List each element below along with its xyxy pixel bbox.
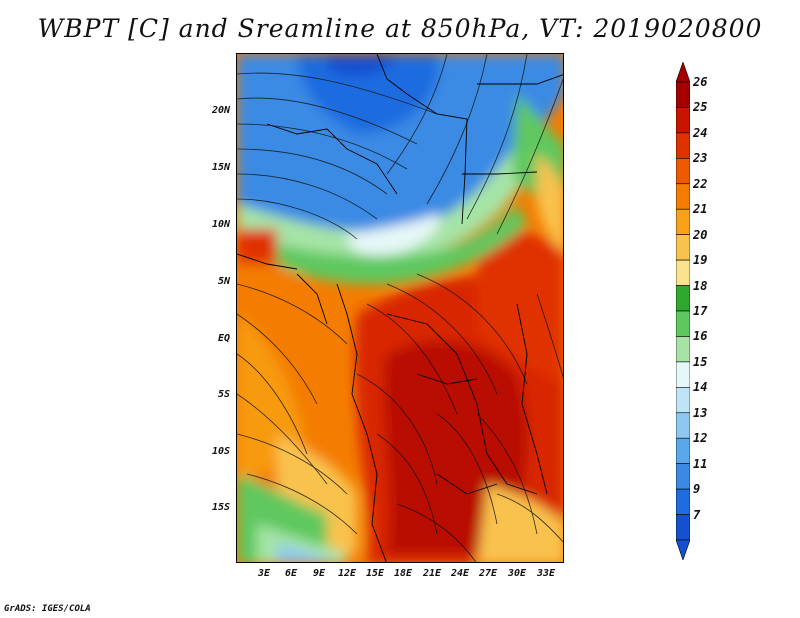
country-borders — [237, 54, 563, 562]
lat-label-10s: 10S — [211, 446, 230, 457]
colorbar-segment — [676, 107, 690, 134]
colorbar-label: 24 — [693, 125, 708, 140]
colorbar-segment — [676, 437, 690, 464]
lat-label-15n: 15N — [211, 162, 230, 173]
lat-label-10n: 10N — [211, 219, 230, 230]
lon-label-21e: 21E — [423, 568, 442, 579]
colorbar-label: 20 — [693, 227, 708, 242]
colorbar-segment — [676, 361, 690, 388]
colorbar-segment — [676, 285, 690, 312]
colorbar-label: 15 — [693, 354, 708, 369]
colorbar-label: 23 — [693, 151, 708, 166]
colorbar-label: 22 — [693, 176, 708, 191]
lon-label-12e: 12E — [338, 568, 357, 579]
colorbar-top-arrow — [676, 62, 690, 83]
colorbar-segment — [676, 336, 690, 363]
colorbar-segment — [676, 463, 690, 490]
colorbar-label: 7 — [693, 507, 701, 522]
colorbar-segment — [676, 81, 690, 108]
lon-label-15e: 15E — [366, 568, 385, 579]
footer-credit: GrADS: IGES/COLA — [4, 604, 91, 614]
lon-label-3e: 3E — [258, 568, 271, 579]
colorbar-segment — [676, 158, 690, 185]
colorbar-label: 9 — [693, 482, 701, 497]
lat-label-20n: 20N — [211, 105, 230, 116]
colorbar-label: 16 — [693, 329, 708, 344]
colorbar-segment — [676, 132, 690, 159]
lon-label-6e: 6E — [285, 568, 298, 579]
colorbar-segment — [676, 488, 690, 515]
lon-label-33e: 33E — [537, 568, 556, 579]
lon-label-18e: 18E — [394, 568, 413, 579]
colorbar-bottom-arrow — [676, 539, 690, 560]
lat-label-5s: 5S — [217, 389, 230, 400]
colorbar — [676, 62, 690, 560]
lon-label-30e: 30E — [508, 568, 527, 579]
colorbar-segment — [676, 183, 690, 210]
colorbar-label: 21 — [693, 202, 708, 217]
colorbar-label: 26 — [693, 75, 708, 89]
colorbar-label: 14 — [693, 380, 708, 395]
colorbar-segment — [676, 412, 690, 439]
colorbar-label: 25 — [693, 100, 708, 115]
colorbar-label: 13 — [693, 405, 708, 420]
colorbar-segment — [676, 387, 690, 414]
colorbar-segment — [676, 259, 690, 286]
colorbar-label: 19 — [693, 253, 708, 268]
colorbar-label: 17 — [693, 304, 708, 318]
lat-label-15s: 15S — [211, 502, 230, 513]
colorbar-segment — [676, 234, 690, 261]
colorbar-label: 12 — [693, 431, 708, 446]
lat-label-eq: EQ — [217, 333, 230, 344]
wbpt-field — [237, 54, 563, 562]
colorbar-segment — [676, 310, 690, 337]
lon-label-27e: 27E — [479, 568, 498, 579]
map-title: WBPT [C] and Sreamline at 850hPa, VT: 20… — [37, 14, 763, 43]
lon-label-24e: 24E — [451, 568, 470, 579]
colorbar-segment — [676, 514, 690, 541]
lat-label-5n: 5N — [217, 276, 230, 287]
colorbar-label: 18 — [693, 278, 708, 293]
lon-label-9e: 9E — [313, 568, 326, 579]
map-panel — [236, 53, 564, 563]
streamlines — [237, 54, 563, 562]
colorbar-segment — [676, 208, 690, 235]
colorbar-label: 11 — [693, 456, 708, 471]
